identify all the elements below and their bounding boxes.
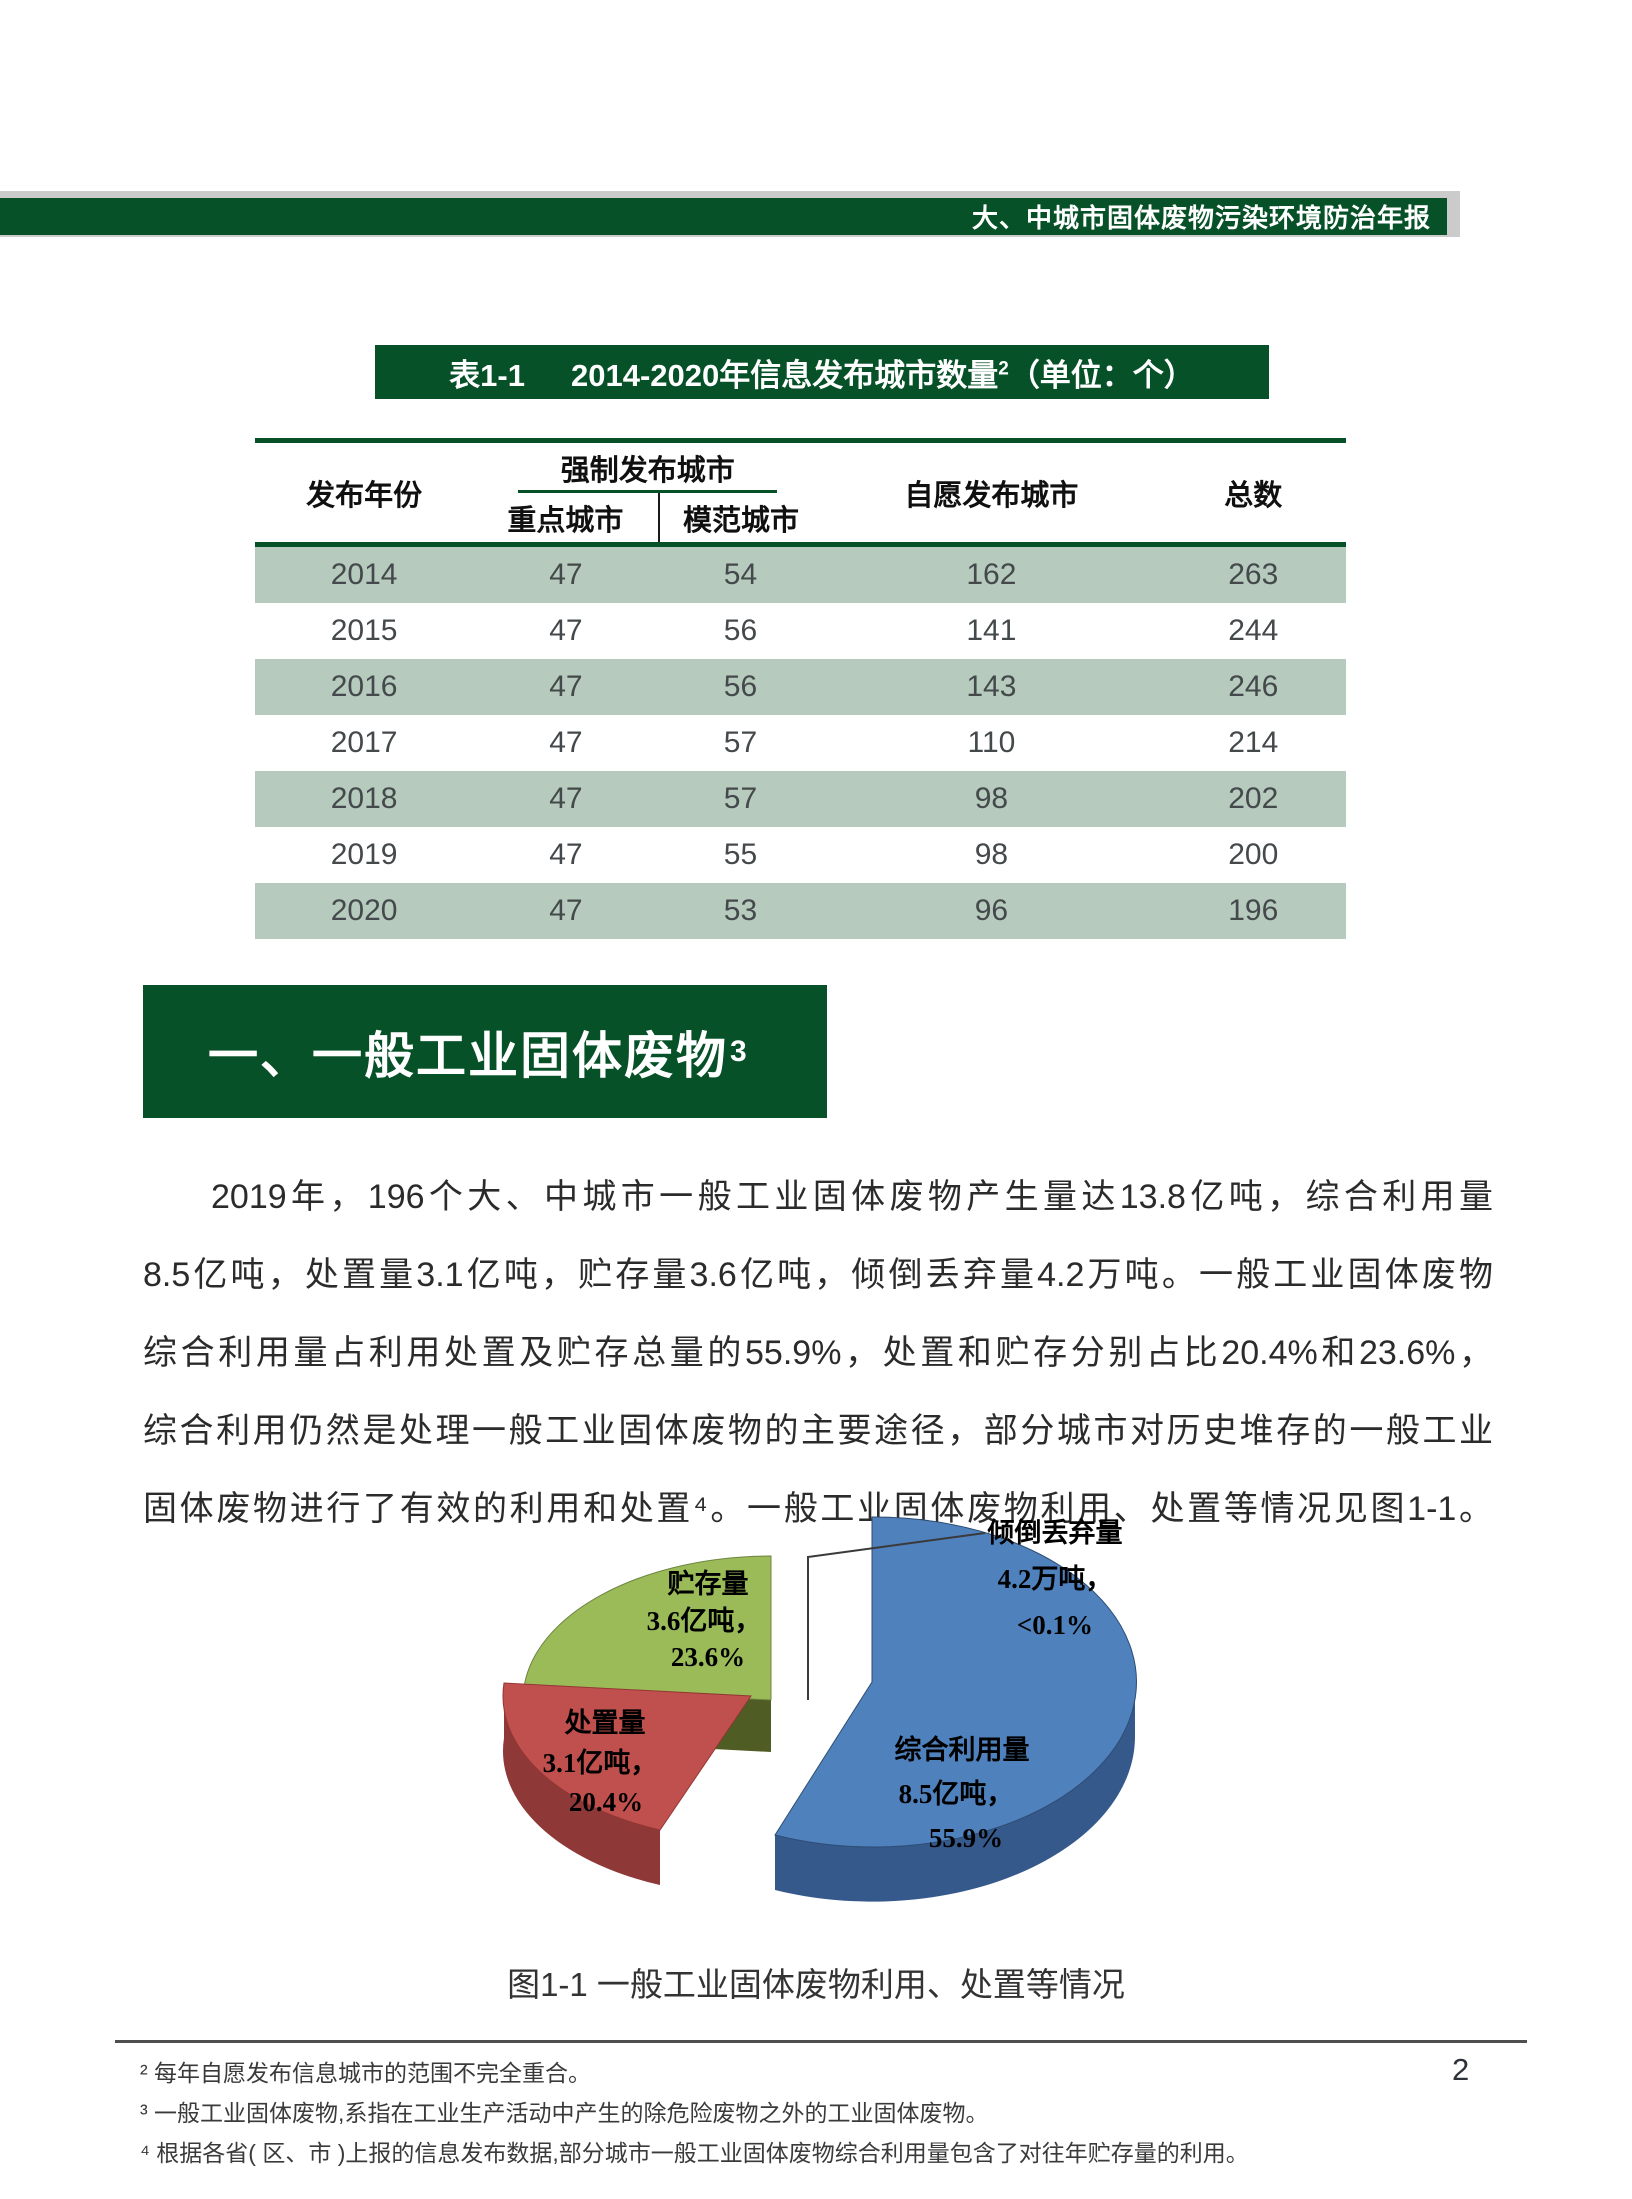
pie-leader-line — [807, 1532, 986, 1700]
pie-label-utilization-percent: 55.9% — [929, 1823, 1003, 1853]
pie-label-storage: 贮存量 — [668, 1569, 749, 1599]
body-paragraph: 2019年，196个大、中城市一般工业固体废物产生量达13.8亿吨，综合利用量 … — [143, 1158, 1493, 1548]
col-header-mandatory: 强制发布城市 — [473, 441, 822, 494]
city-count-table: 发布年份 强制发布城市 自愿发布城市 总数 重点城市 模范城市 2014 47 54… — [255, 438, 1346, 939]
paragraph-line: 综合利用仍然是处理一般工业固体废物的主要途径，部分城市对历史堆存的一般工业 — [143, 1412, 1493, 1450]
section-heading-text: 一、一般工业固体废物 — [208, 1027, 728, 1084]
pie-label-storage-value: 3.6亿吨， — [647, 1606, 762, 1636]
pie-slice-utilization — [774, 1516, 1137, 1848]
table-cell: 47 — [549, 838, 583, 871]
table-cell: 55 — [723, 838, 758, 871]
table-cell: 56 — [723, 614, 758, 647]
table-cell: 2014 — [330, 558, 398, 591]
table-cell: 202 — [1228, 782, 1279, 815]
table-cell: 244 — [1228, 614, 1279, 647]
table-cell: 47 — [549, 614, 583, 647]
header-bar: 大、中城市固体废物污染环境防治年报 — [0, 198, 1447, 235]
paragraph-line: 固体废物进行了有效的利用和处置⁴。一般工业固体废物利用、处置等情况见图1-1。 — [143, 1490, 1493, 1528]
table-cell: 2017 — [330, 726, 398, 759]
table-cell: 2015 — [330, 614, 398, 647]
table-caption-footnote-ref: 2 — [998, 358, 1009, 380]
footnote-2: ² 每年自愿发布信息城市的范围不完全重合。 — [140, 2060, 592, 2086]
paragraph-line: 综合利用量占利用处置及贮存总量的55.9%，处置和贮存分别占比20.4%和23.… — [143, 1334, 1493, 1372]
col-header-key-cities: 重点城市 — [507, 504, 624, 537]
pie-label-utilization: 综合利用量 — [895, 1734, 1030, 1765]
pie-label-utilization-value: 8.5亿吨， — [899, 1779, 1014, 1809]
table-cell: 98 — [974, 838, 1009, 871]
table-cell: 47 — [549, 670, 583, 703]
col-header-total: 总数 — [1224, 479, 1283, 512]
table-caption-text: 2014-2020年信息发布城市数量2（单位：个） — [570, 357, 1195, 393]
table-cell: 47 — [549, 782, 583, 815]
pie-chart: 倾倒丢弃量 4.2万吨， <0.1% 贮存量 3.6亿吨， 23.6% 综合利用… — [502, 1516, 1137, 1902]
table-cell: 200 — [1228, 838, 1279, 871]
header-title: 大、中城市固体废物污染环境防治年报 — [971, 203, 1431, 233]
footnotes: ² 每年自愿发布信息城市的范围不完全重合。 ³ 一般工业固体废物,系指在工业生产… — [140, 2053, 1540, 2173]
section-heading-footnote-ref: 3 — [730, 1034, 749, 1068]
table-row: 2015 47 56 141 244 — [255, 603, 1346, 659]
table-cell: 141 — [966, 614, 1017, 647]
paragraph-line: 2019年，196个大、中城市一般工业固体废物产生量达13.8亿吨，综合利用量 — [211, 1178, 1493, 1216]
table-row: 2017 47 57 110 214 — [255, 715, 1346, 771]
table-cell: 53 — [723, 894, 758, 927]
table-cell: 246 — [1228, 670, 1279, 703]
table-cell: 214 — [1228, 726, 1279, 759]
pie-slice-disposal — [502, 1682, 752, 1831]
pie-label-dumping: 倾倒丢弃量 — [987, 1517, 1123, 1548]
pie-label-disposal-value: 3.1亿吨， — [543, 1748, 658, 1778]
section-heading: 一、一般工业固体废物 3 — [143, 985, 827, 1118]
col-header-voluntary: 自愿发布城市 — [904, 479, 1079, 512]
table-row: 2014 47 54 162 263 — [255, 544, 1346, 603]
footnote-4: ⁴ 根据各省( 区、市 )上报的信息发布数据,部分城市一般工业固体废物综合利用量… — [140, 2140, 1249, 2166]
pie-slice-storage — [523, 1555, 772, 1701]
table-body: 2014 47 54 162 263 2015 47 56 141 244 2016 47 56 143 2… — [255, 544, 1346, 939]
table-cell: 57 — [723, 782, 758, 815]
table-cell: 2016 — [330, 670, 398, 703]
table-caption-number: 表1-1 — [449, 357, 525, 393]
table-cell: 2019 — [330, 838, 398, 871]
pie-slice-disposal-side — [502, 1683, 660, 1885]
table-row: 2019 47 55 98 200 — [255, 827, 1346, 883]
table-row: 2018 47 57 98 202 — [255, 771, 1346, 827]
table-cell: 263 — [1228, 558, 1279, 591]
page-number: 2 — [1452, 2052, 1470, 2087]
table-cell: 54 — [723, 558, 758, 591]
figure-caption: 图1-1 一般工业固体废物利用、处置等情况 — [507, 1966, 1125, 2003]
table-row: 2020 47 53 96 196 — [255, 883, 1346, 939]
table-cell: 56 — [723, 670, 758, 703]
table-header: 发布年份 强制发布城市 自愿发布城市 总数 重点城市 模范城市 — [255, 441, 1346, 545]
pie-label-disposal: 处置量 — [564, 1708, 646, 1738]
paragraph-line: 8.5亿吨，处置量3.1亿吨，贮存量3.6亿吨，倾倒丢弃量4.2万吨。一般工业固… — [143, 1256, 1493, 1294]
table-cell: 96 — [974, 894, 1009, 927]
table-cell: 196 — [1228, 894, 1279, 927]
table-cell: 47 — [549, 894, 583, 927]
table-cell: 47 — [549, 726, 583, 759]
table-caption: 表1-1 2014-2020年信息发布城市数量2（单位：个） — [375, 345, 1269, 399]
footnote-3: ³ 一般工业固体废物,系指在工业生产活动中产生的除危险废物之外的工业固体废物。 — [140, 2100, 989, 2126]
col-header-year: 发布年份 — [306, 479, 423, 512]
table-cell: 143 — [966, 670, 1017, 703]
table-row: 2016 47 56 143 246 — [255, 659, 1346, 715]
table-cell: 2018 — [330, 782, 398, 815]
pie-label-dumping-percent: <0.1% — [1017, 1610, 1093, 1640]
table-cell: 2020 — [330, 894, 398, 927]
table-cell: 98 — [974, 782, 1009, 815]
pie-label-disposal-percent: 20.4% — [569, 1787, 643, 1817]
pie-label-storage-percent: 23.6% — [671, 1642, 745, 1672]
pie-label-dumping-value: 4.2万吨， — [998, 1564, 1113, 1594]
footnote-separator — [115, 2040, 1527, 2043]
table-cell: 47 — [549, 558, 583, 591]
col-header-model-cities: 模范城市 — [657, 493, 823, 545]
table-cell: 162 — [966, 558, 1017, 591]
table-cell: 110 — [967, 726, 1016, 759]
table-cell: 57 — [723, 726, 758, 759]
